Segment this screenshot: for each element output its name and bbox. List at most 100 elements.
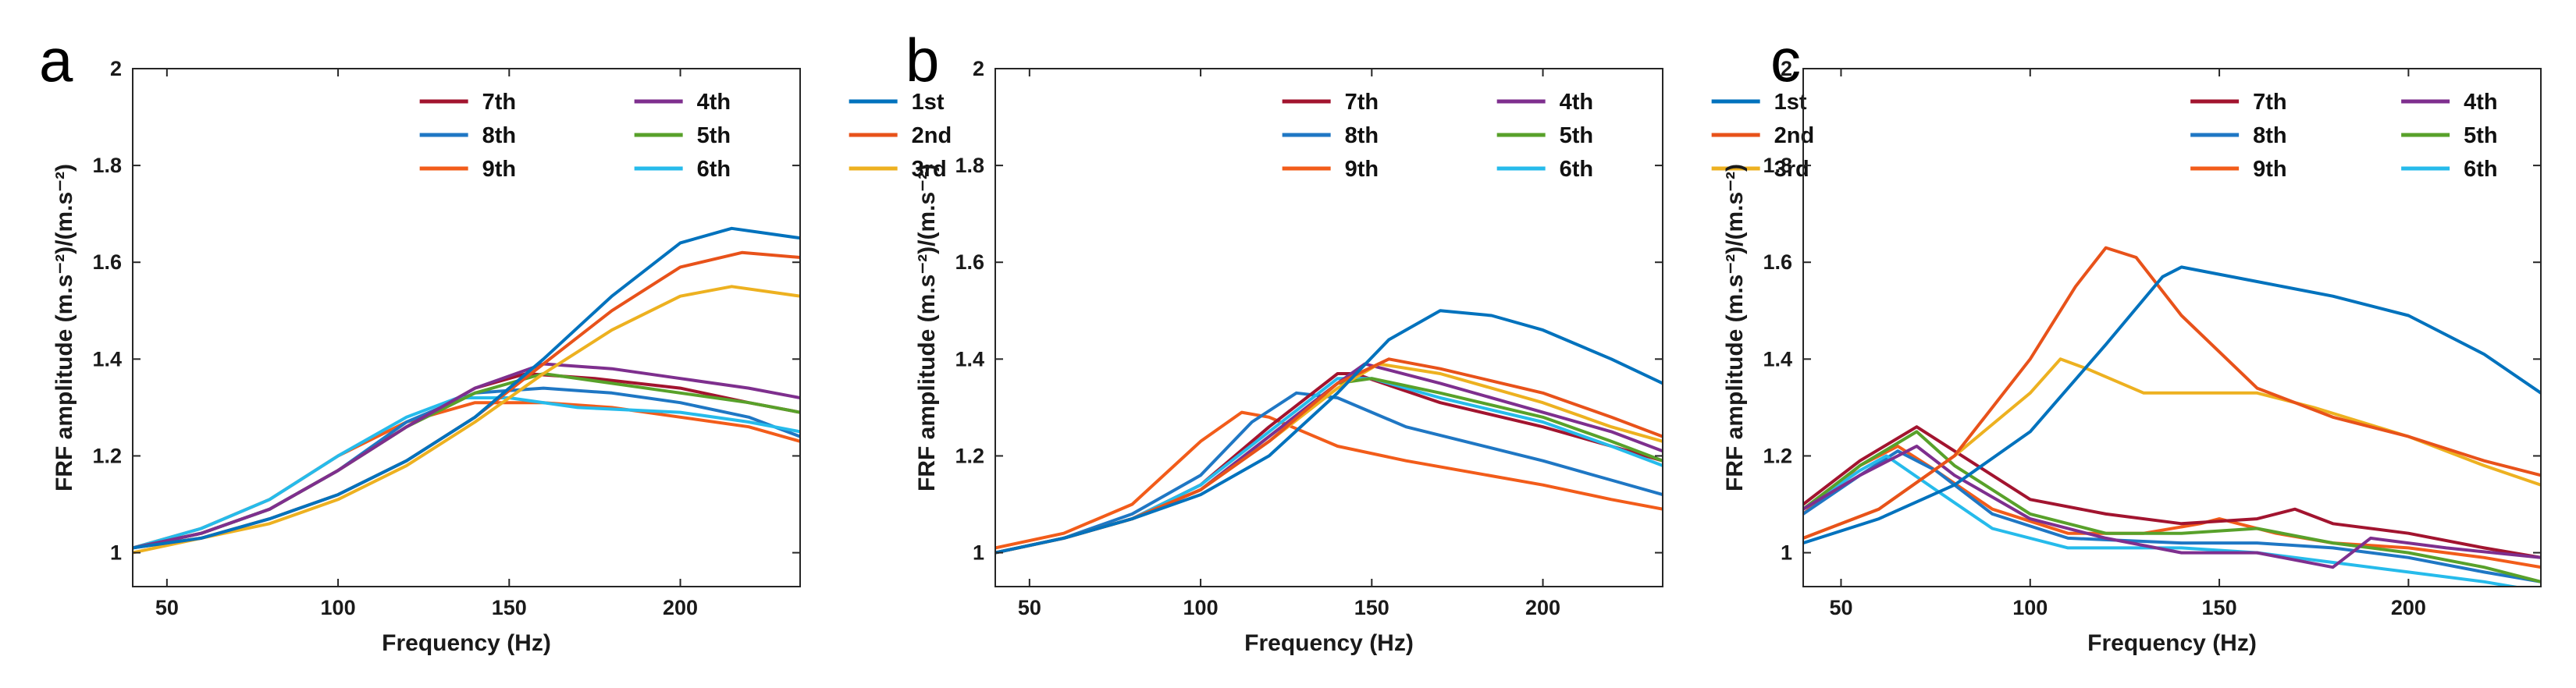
x-tick-label: 100: [321, 596, 356, 619]
y-tick-label: 1.6: [92, 250, 122, 274]
series-line-7th: [1803, 425, 2541, 559]
y-tick-label: 1.4: [1763, 347, 1792, 371]
legend-item-3rd: 3rd: [849, 157, 947, 182]
legend-item-9th: 9th: [2190, 157, 2287, 182]
legend-item-7th: 7th: [2190, 90, 2287, 115]
y-tick-label: 1.8: [92, 154, 122, 177]
legend-item-2nd: 2nd: [849, 123, 952, 148]
legend-label: 7th: [2253, 90, 2287, 115]
legend-item-9th: 9th: [1282, 157, 1379, 182]
series-line-9th: [1803, 445, 2541, 569]
y-axis-label: FRF amplitude (m.s⁻²)/(m.s⁻²): [1722, 164, 1748, 491]
legend-item-8th: 8th: [419, 123, 517, 148]
panel-label: c: [1770, 26, 1801, 94]
series-line-3rd: [133, 285, 800, 555]
series-line-8th: [133, 386, 800, 550]
legend-label: 5th: [2464, 123, 2498, 148]
legend-item-7th: 7th: [1282, 90, 1379, 115]
legend-label: 4th: [1560, 90, 1594, 115]
axes-box: [994, 68, 1663, 587]
y-axis-label: FRF amplitude (m.s⁻²)/(m.s⁻²): [914, 164, 940, 491]
legend-item-2nd: 2nd: [1711, 123, 1814, 148]
panel-label: b: [906, 26, 939, 94]
legend-item-8th: 8th: [1282, 123, 1379, 148]
series-group: [1803, 246, 2541, 587]
legend-label: 9th: [1345, 157, 1379, 182]
legend-label: 6th: [2464, 157, 2498, 182]
legend-label: 5th: [1560, 123, 1594, 148]
x-tick-label: 200: [1525, 596, 1560, 619]
legend-item-4th: 4th: [2401, 90, 2498, 115]
legend-label: 7th: [482, 90, 517, 115]
legend-label: 8th: [2253, 123, 2287, 148]
legend-item-9th: 9th: [419, 157, 517, 182]
y-tick-label: 1.8: [955, 154, 984, 177]
series-line-5th: [1803, 430, 2541, 583]
series-line-2nd: [1803, 246, 2541, 540]
legend-label: 4th: [697, 90, 731, 115]
x-tick-label: 200: [663, 596, 698, 619]
axes-box: [132, 68, 801, 587]
legend-item-4th: 4th: [634, 90, 731, 115]
y-tick-label: 1.6: [1763, 250, 1792, 274]
legend-label: 9th: [2253, 157, 2287, 182]
legend-label: 8th: [1345, 123, 1379, 148]
x-tick-label: 100: [1183, 596, 1219, 619]
x-axis-label: Frequency (Hz): [2087, 630, 2257, 656]
legend-label: 3rd: [912, 157, 947, 182]
legend-label: 1st: [912, 90, 945, 115]
legend-item-1st: 1st: [849, 90, 945, 115]
x-tick-label: 50: [1018, 596, 1041, 619]
x-tick-label: 50: [155, 596, 179, 619]
panel-c: c 50 100 150 200 1 1.2 1.4 1.6 1.8 2 Frequency (Hz)…: [1722, 26, 2542, 656]
legend-label: 8th: [482, 123, 517, 148]
legend-label: 5th: [697, 123, 731, 148]
series-line-2nd: [133, 250, 800, 550]
legend-item-5th: 5th: [634, 123, 731, 148]
panel-a: a 50 100 150 200 1 1.2 1.4 1.6 1.8 2 Frequency (Hz)…: [39, 26, 952, 656]
series-group: [133, 226, 800, 555]
series-group: [995, 309, 1663, 555]
legend-item-1st: 1st: [1711, 90, 1807, 115]
y-tick-label: 1.4: [955, 347, 984, 371]
y-tick-label: 1: [110, 541, 122, 565]
y-tick-label: 1.4: [92, 347, 122, 371]
y-tick-label: 1: [973, 541, 984, 565]
y-tick-label: 2: [973, 57, 984, 80]
legend-label: 7th: [1345, 90, 1379, 115]
legend-item-6th: 6th: [2401, 157, 2498, 182]
series-line-6th: [1803, 454, 2522, 587]
x-tick-label: 100: [2012, 596, 2048, 619]
legend-item-4th: 4th: [1496, 90, 1594, 115]
legend-label: 9th: [482, 157, 517, 182]
x-tick-label: 150: [492, 596, 527, 619]
x-axis-label: Frequency (Hz): [382, 630, 551, 656]
y-tick-label: 1.2: [1763, 444, 1792, 467]
x-tick-label: 50: [1829, 596, 1852, 619]
series-line-9th: [995, 410, 1663, 550]
y-tick-label: 1.6: [955, 250, 984, 274]
legend-item-6th: 6th: [634, 157, 731, 182]
series-line-1st: [133, 226, 800, 550]
series-line-1st: [995, 309, 1663, 555]
legend-item-5th: 5th: [2401, 123, 2498, 148]
series-line-1st: [1803, 265, 2541, 545]
legend: 7th 4th 1st 8th 5th 2nd 9th 6th 3rd: [419, 90, 952, 182]
y-tick-label: 1: [1781, 541, 1792, 565]
legend-label: 1st: [1774, 90, 1807, 115]
panel-label: a: [39, 26, 73, 94]
series-line-4th: [133, 362, 800, 550]
legend-item-8th: 8th: [2190, 123, 2287, 148]
legend-item-7th: 7th: [419, 90, 517, 115]
legend-label: 4th: [2464, 90, 2498, 115]
x-tick-label: 150: [1354, 596, 1389, 619]
axes-box: [1802, 68, 2542, 587]
y-tick-label: 2: [1781, 57, 1792, 80]
y-axis-label: FRF amplitude (m.s⁻²)/(m.s⁻²): [52, 164, 77, 491]
series-line-4th: [1803, 445, 2541, 569]
legend-label: 2nd: [912, 123, 952, 148]
series-line-8th: [995, 391, 1663, 555]
